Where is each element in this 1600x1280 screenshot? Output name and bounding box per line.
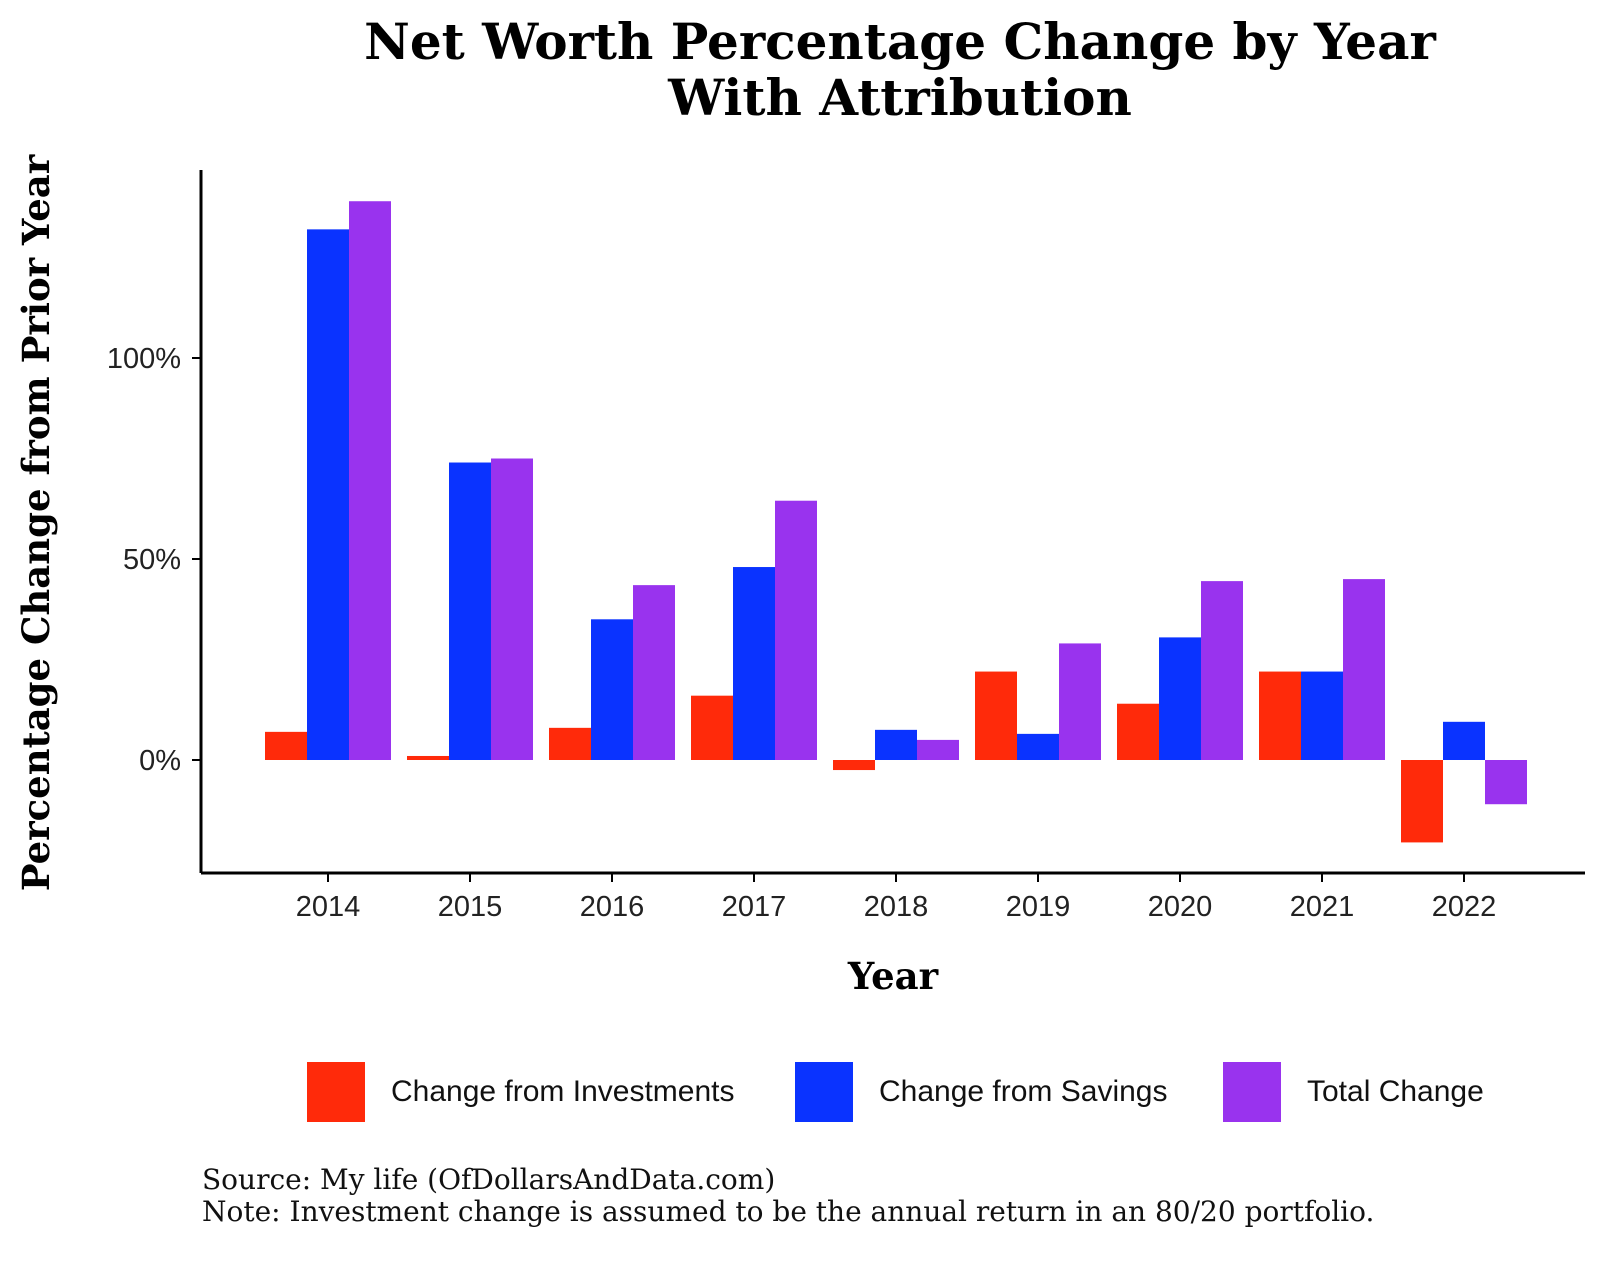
legend-label-investments: Change from Investments [391, 1075, 735, 1108]
bar-savings-2018 [875, 729, 917, 760]
legend: Change from Investments Change from Savi… [0, 1062, 1600, 1122]
bar-investments-2017 [691, 695, 733, 760]
bar-savings-2020 [1159, 637, 1201, 760]
bar-total-2019 [1059, 643, 1101, 760]
bar-total-2022 [1485, 760, 1527, 805]
chart-subtitle: With Attribution [668, 68, 1132, 127]
x-tick-label-2019: 2019 [1006, 891, 1071, 923]
bar-total-2016 [633, 585, 675, 760]
x-tick-label-2020: 2020 [1148, 891, 1213, 923]
bar-investments-2018 [833, 760, 875, 771]
bar-chart: 0%50%100% 2014 2015 2016 2017 2018 2019 2020 20… [14, 154, 1585, 998]
bar-savings-2019 [1017, 733, 1059, 760]
bar-savings-2017 [733, 567, 775, 760]
x-tick-label-2018: 2018 [864, 891, 929, 923]
x-axis-ticks: 2014 2015 2016 2017 2018 2019 2020 2021 2022 [296, 873, 1497, 923]
bar-investments-2019 [975, 671, 1017, 760]
bar-savings-2014 [307, 229, 349, 761]
bar-total-2014 [349, 201, 391, 761]
note-caption: Note: Investment change is assumed to be… [202, 1195, 1375, 1228]
bar-total-2015 [491, 458, 533, 760]
x-tick-label-2017: 2017 [722, 891, 787, 923]
bar-savings-2015 [449, 462, 491, 760]
legend-label-savings: Change from Savings [879, 1075, 1168, 1108]
bar-investments-2020 [1117, 703, 1159, 760]
x-tick-label-2022: 2022 [1432, 891, 1497, 923]
x-tick-label-2015: 2015 [438, 891, 503, 923]
bar-investments-2021 [1259, 671, 1301, 760]
bar-savings-2021 [1301, 671, 1343, 760]
x-axis-title: Year [847, 954, 939, 998]
bar-total-2018 [917, 739, 959, 760]
x-tick-label-2021: 2021 [1290, 891, 1355, 923]
legend-swatch-total [1223, 1062, 1281, 1122]
x-tick-label-2016: 2016 [580, 891, 645, 923]
legend-swatch-investments [307, 1062, 365, 1122]
bar-total-2020 [1201, 581, 1243, 760]
bar-total-2017 [775, 500, 817, 760]
bars-group [265, 201, 1527, 843]
chart-title: Net Worth Percentage Change by Year [364, 12, 1436, 71]
bar-total-2021 [1343, 579, 1385, 760]
bar-investments-2022 [1401, 760, 1443, 843]
bar-savings-2016 [591, 619, 633, 760]
y-axis-title: Percentage Change from Prior Year [14, 154, 58, 891]
bar-investments-2016 [549, 727, 591, 760]
y-axis-ticks: 0% 50% 100% [107, 343, 201, 777]
source-caption: Source: My life (OfDollarsAndData.com) [202, 1163, 776, 1196]
bar-savings-2022 [1443, 721, 1485, 760]
bar-investments-2014 [265, 731, 307, 760]
y-tick-label: 0% [139, 745, 181, 777]
y-tick-label: 100% [107, 343, 181, 375]
bar-investments-2015 [407, 755, 449, 760]
x-tick-label-2014: 2014 [296, 891, 361, 923]
y-tick-label: 50% [123, 544, 181, 576]
legend-swatch-savings [795, 1062, 853, 1122]
legend-label-total: Total Change [1307, 1075, 1484, 1108]
